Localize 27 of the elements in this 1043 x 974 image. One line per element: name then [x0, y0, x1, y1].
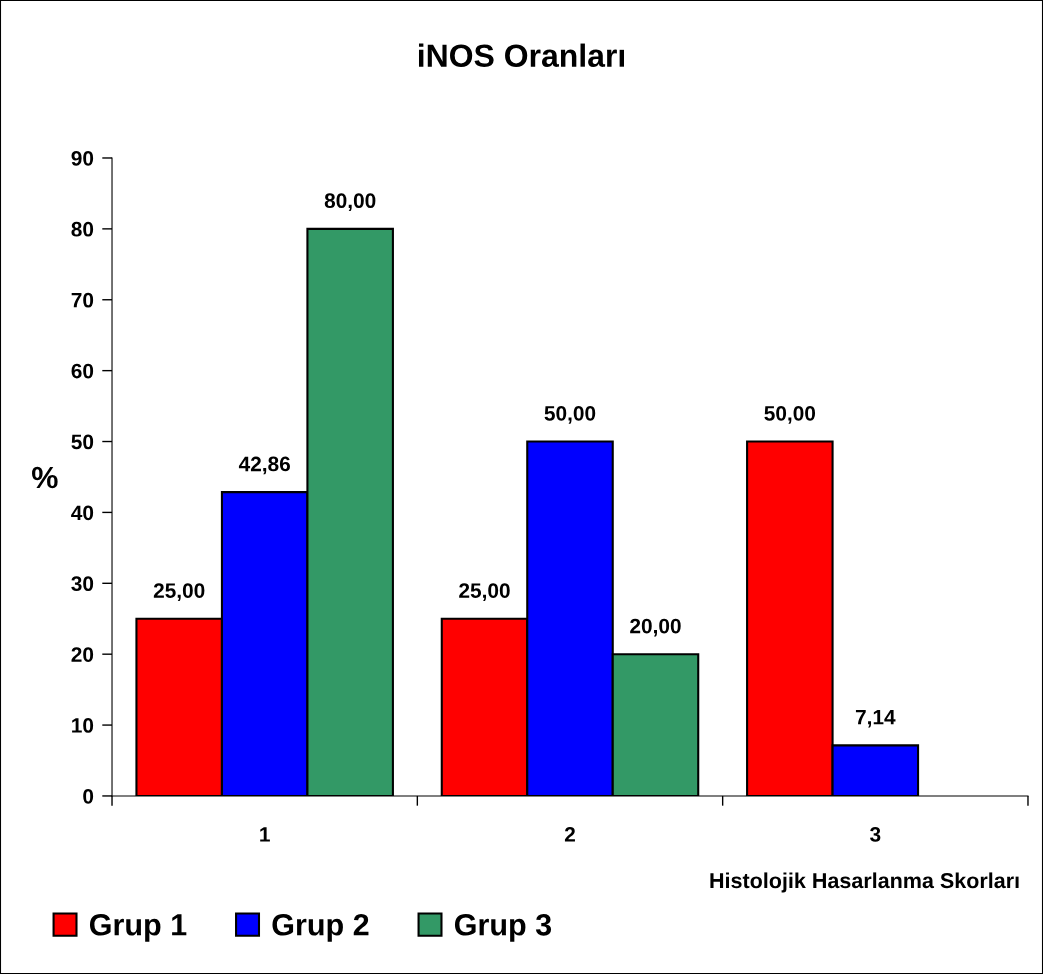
- y-tick-label: 50: [71, 434, 94, 450]
- legend-label: Grup 2: [272, 913, 369, 942]
- y-tick-label: 80: [71, 221, 94, 237]
- data-label: 25,00: [153, 583, 205, 601]
- y-tick-label: 0: [83, 788, 94, 804]
- y-tick-label: 10: [72, 718, 94, 733]
- y-tick-label: 30: [71, 576, 94, 592]
- chart-title: iNOS Oranları: [418, 43, 625, 68]
- y-tick-label: 20: [71, 647, 94, 662]
- data-label: 80,00: [324, 193, 376, 212]
- data-label: 42,86: [238, 456, 290, 475]
- data-label: 20,00: [630, 618, 681, 637]
- x-tick-label: 2: [564, 827, 575, 842]
- legend-label: Grup 1: [89, 913, 187, 942]
- data-label: 7,14: [855, 710, 896, 728]
- y-tick-label: 90: [71, 150, 94, 166]
- data-label: 50,00: [544, 405, 596, 424]
- y-axis-title: %: [32, 466, 58, 489]
- data-label: 25,00: [459, 583, 510, 601]
- x-tick-label: 3: [870, 827, 881, 842]
- x-axis-title: Histolojik Hasarlanma Skorları: [710, 872, 1019, 893]
- y-tick-label: 40: [71, 505, 94, 521]
- data-label: 50,00: [764, 405, 816, 424]
- y-tick-label: 70: [71, 292, 94, 308]
- y-tick-label: 60: [71, 363, 94, 379]
- legend-label: Grup 3: [454, 913, 552, 942]
- x-tick-label: 1: [260, 827, 270, 842]
